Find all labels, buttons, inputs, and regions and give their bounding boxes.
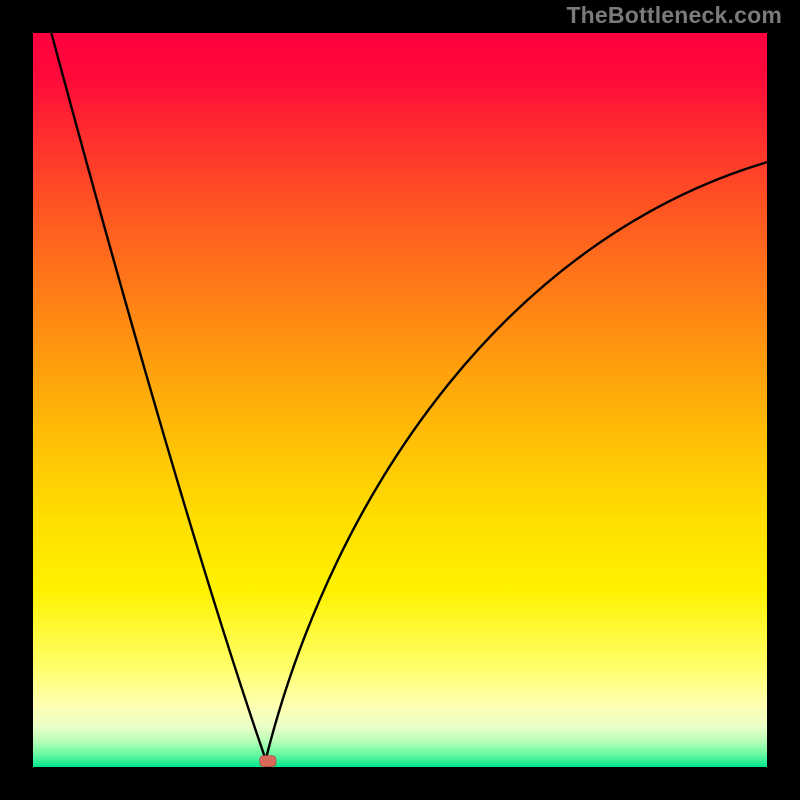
watermark-text: TheBottleneck.com — [566, 2, 782, 29]
plot-area — [33, 33, 767, 767]
chart-container: TheBottleneck.com — [0, 0, 800, 800]
minimum-marker — [260, 756, 276, 767]
gradient-background — [33, 33, 767, 767]
plot-svg — [33, 33, 767, 767]
